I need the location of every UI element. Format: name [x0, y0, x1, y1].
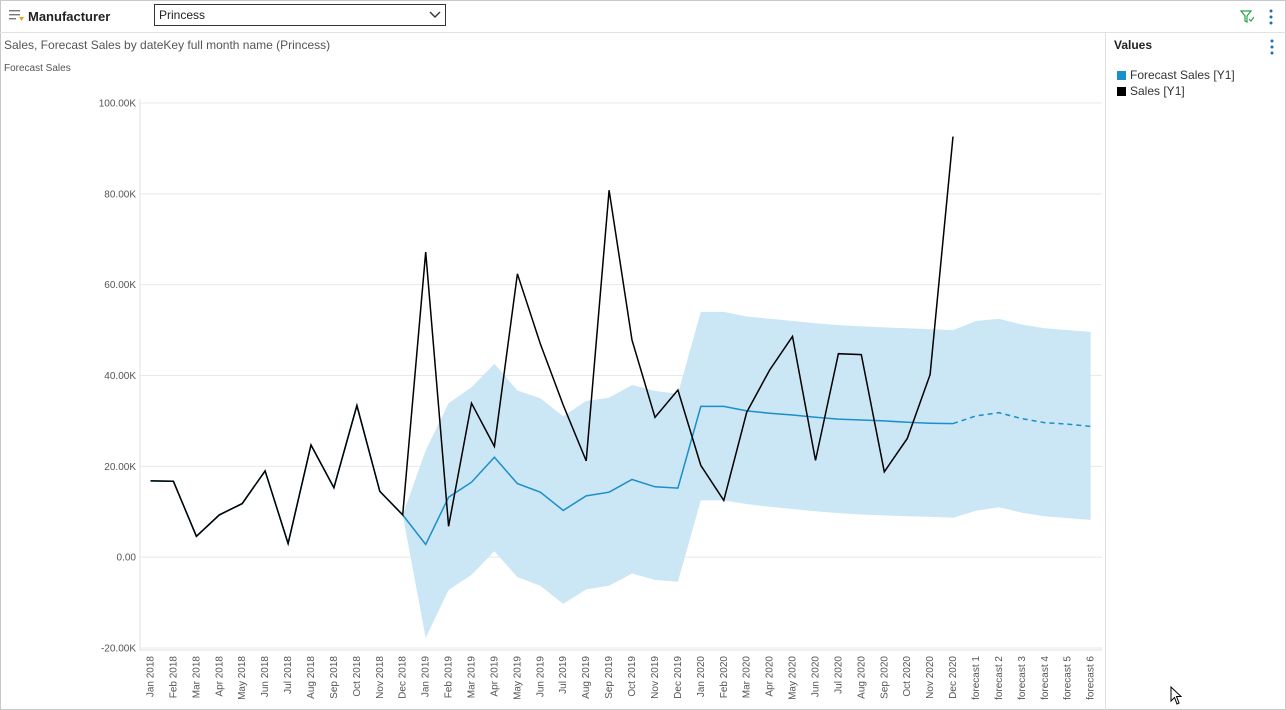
filter-bar: Manufacturer Princess: [0, 0, 1286, 33]
x-tick-label: Mar 2020: [742, 656, 753, 699]
legend-swatch-forecast: [1117, 71, 1126, 80]
forecast-sales-projection-line: [952, 411, 1091, 428]
y-tick-label: 60.00K: [104, 280, 136, 291]
more-vertical-icon[interactable]: [1269, 39, 1275, 55]
more-vertical-icon[interactable]: [1268, 9, 1274, 25]
legend-title: Values: [1114, 38, 1153, 52]
dropdown-selected-value: Princess: [159, 8, 206, 22]
x-tick-label: Dec 2020: [948, 656, 959, 699]
x-tick-label: May 2020: [788, 656, 799, 700]
y-tick-label: 0.00: [117, 553, 137, 564]
x-tick-label: Nov 2020: [925, 656, 936, 699]
x-tick-label: Aug 2020: [856, 656, 867, 699]
x-tick-label: Jan 2020: [696, 656, 707, 698]
x-tick-label: Nov 2018: [375, 656, 386, 699]
y-tick-label: -20.00K: [101, 644, 136, 655]
x-tick-label: Oct 2018: [352, 656, 363, 697]
x-tick-label: Nov 2019: [650, 656, 661, 699]
legend-label: Sales [Y1]: [1130, 84, 1185, 98]
x-tick-label: Apr 2020: [765, 656, 776, 697]
sales-line: [150, 136, 954, 547]
legend-label: Forecast Sales [Y1]: [1130, 68, 1235, 82]
x-tick-label: Feb 2019: [444, 656, 455, 699]
x-tick-label: Jul 2018: [283, 656, 294, 694]
x-tick-label: Mar 2019: [467, 656, 478, 699]
x-tick-label: Sep 2019: [604, 656, 615, 699]
x-tick-label: Jun 2018: [260, 656, 271, 698]
filter-label: Manufacturer: [28, 9, 111, 24]
x-tick-label: forecast 5: [1063, 656, 1074, 700]
x-tick-label: forecast 3: [1017, 656, 1028, 700]
y-tick-label: 80.00K: [104, 189, 136, 200]
mouse-pointer-icon: [1170, 686, 1183, 705]
y-tick-label: 40.00K: [104, 371, 136, 382]
x-tick-label: Mar 2018: [191, 656, 202, 699]
y-tick-label: 20.00K: [104, 462, 136, 473]
x-tick-label: May 2018: [237, 656, 248, 700]
manufacturer-dropdown[interactable]: Princess: [154, 4, 446, 26]
x-tick-label: Oct 2019: [627, 656, 638, 697]
x-tick-label: Jul 2019: [558, 656, 569, 694]
chevron-down-icon: [429, 11, 441, 18]
y-tick-label: 100.00K: [99, 99, 137, 110]
x-tick-label: Sep 2020: [879, 656, 890, 699]
chart-plot: Forecast Sales 100.00K 80.00K 60.00K 40.00K 2…: [4, 63, 1102, 700]
x-tick-label: Oct 2020: [902, 656, 913, 697]
funnel-icon[interactable]: [1240, 10, 1254, 24]
legend-panel: Values Forecast Sales [Y1] Sales [Y1]: [1105, 33, 1286, 710]
x-tick-label: Jul 2020: [833, 656, 844, 694]
legend-item-forecast-sales[interactable]: Forecast Sales [Y1]: [1117, 68, 1235, 82]
x-tick-label: Jan 2019: [421, 656, 432, 698]
x-tick-label: forecast 2: [994, 656, 1005, 700]
confidence-band: [402, 311, 1091, 638]
x-tick-label: forecast 1: [971, 656, 982, 700]
x-tick-label: Apr 2018: [214, 656, 225, 697]
x-tick-label: Jun 2019: [535, 656, 546, 698]
x-tick-label: Jun 2020: [810, 656, 821, 698]
x-tick-label: Jan 2018: [146, 656, 157, 698]
x-tick-label: May 2019: [512, 656, 523, 700]
x-tick-label: forecast 6: [1086, 656, 1097, 700]
legend-item-sales[interactable]: Sales [Y1]: [1117, 84, 1185, 98]
x-tick-label: Aug 2018: [306, 656, 317, 699]
x-tick-label: Aug 2019: [581, 656, 592, 699]
legend-swatch-sales: [1117, 87, 1126, 96]
y-axis-title: Forecast Sales: [4, 63, 71, 74]
x-tick-label: Dec 2019: [673, 656, 684, 699]
chart-title: Sales, Forecast Sales by dateKey full mo…: [4, 38, 331, 52]
x-tick-label: Feb 2020: [719, 656, 730, 699]
x-tick-label: Feb 2018: [168, 656, 179, 699]
x-tick-label: Apr 2019: [489, 656, 500, 697]
x-tick-label: forecast 4: [1040, 656, 1051, 700]
x-tick-label: Dec 2018: [398, 656, 409, 699]
slicer-icon[interactable]: [9, 9, 25, 23]
x-tick-label: Sep 2018: [329, 656, 340, 699]
